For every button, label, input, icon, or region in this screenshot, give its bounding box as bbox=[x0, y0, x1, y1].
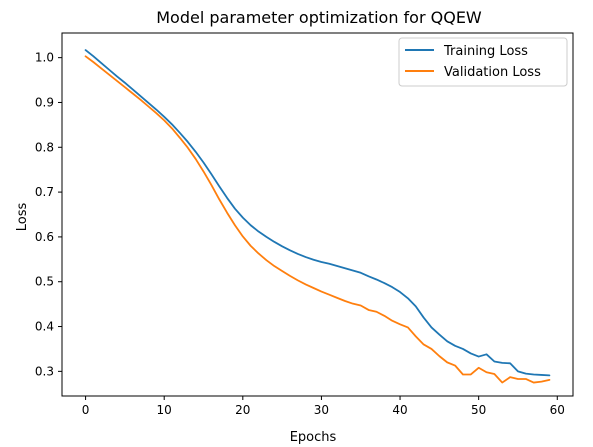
y-tick-label: 0.9 bbox=[35, 95, 54, 109]
y-axis-label: Loss bbox=[15, 203, 30, 232]
y-tick-label: 0.5 bbox=[35, 275, 54, 289]
x-tick-label: 0 bbox=[82, 403, 90, 417]
plot-area-frame bbox=[61, 32, 574, 397]
y-tick-label: 0.3 bbox=[35, 364, 54, 378]
series-line-training-loss bbox=[84, 49, 551, 377]
y-tick-label: 0.7 bbox=[35, 185, 54, 199]
y-tick-label: 0.8 bbox=[35, 140, 54, 154]
chart-title: Model parameter optimization for QQEW bbox=[156, 8, 482, 27]
legend-box bbox=[398, 37, 568, 87]
x-tick-label: 60 bbox=[550, 403, 565, 417]
plot-lines bbox=[84, 49, 551, 384]
y-tick-label: 0.4 bbox=[35, 320, 54, 334]
x-tick-label: 40 bbox=[392, 403, 407, 417]
y-tick-label: 1.0 bbox=[35, 51, 54, 65]
x-tick-label: 30 bbox=[314, 403, 329, 417]
series-line-validation-loss bbox=[84, 55, 551, 384]
legend-label-validation-loss: Validation Loss bbox=[444, 65, 541, 80]
x-axis-ticks: 0 10 20 30 40 50 60 bbox=[82, 396, 565, 417]
x-tick-label: 10 bbox=[157, 403, 172, 417]
x-axis-label: Epochs bbox=[290, 430, 337, 445]
x-tick-label: 50 bbox=[471, 403, 486, 417]
y-axis-ticks: 0.3 0.4 0.5 0.6 0.7 0.8 0.9 1.0 bbox=[35, 51, 62, 378]
legend-label-training-loss: Training Loss bbox=[443, 44, 528, 59]
y-tick-label: 0.6 bbox=[35, 230, 54, 244]
x-tick-label: 20 bbox=[235, 403, 250, 417]
legend: Training Loss Validation Loss bbox=[398, 37, 568, 87]
